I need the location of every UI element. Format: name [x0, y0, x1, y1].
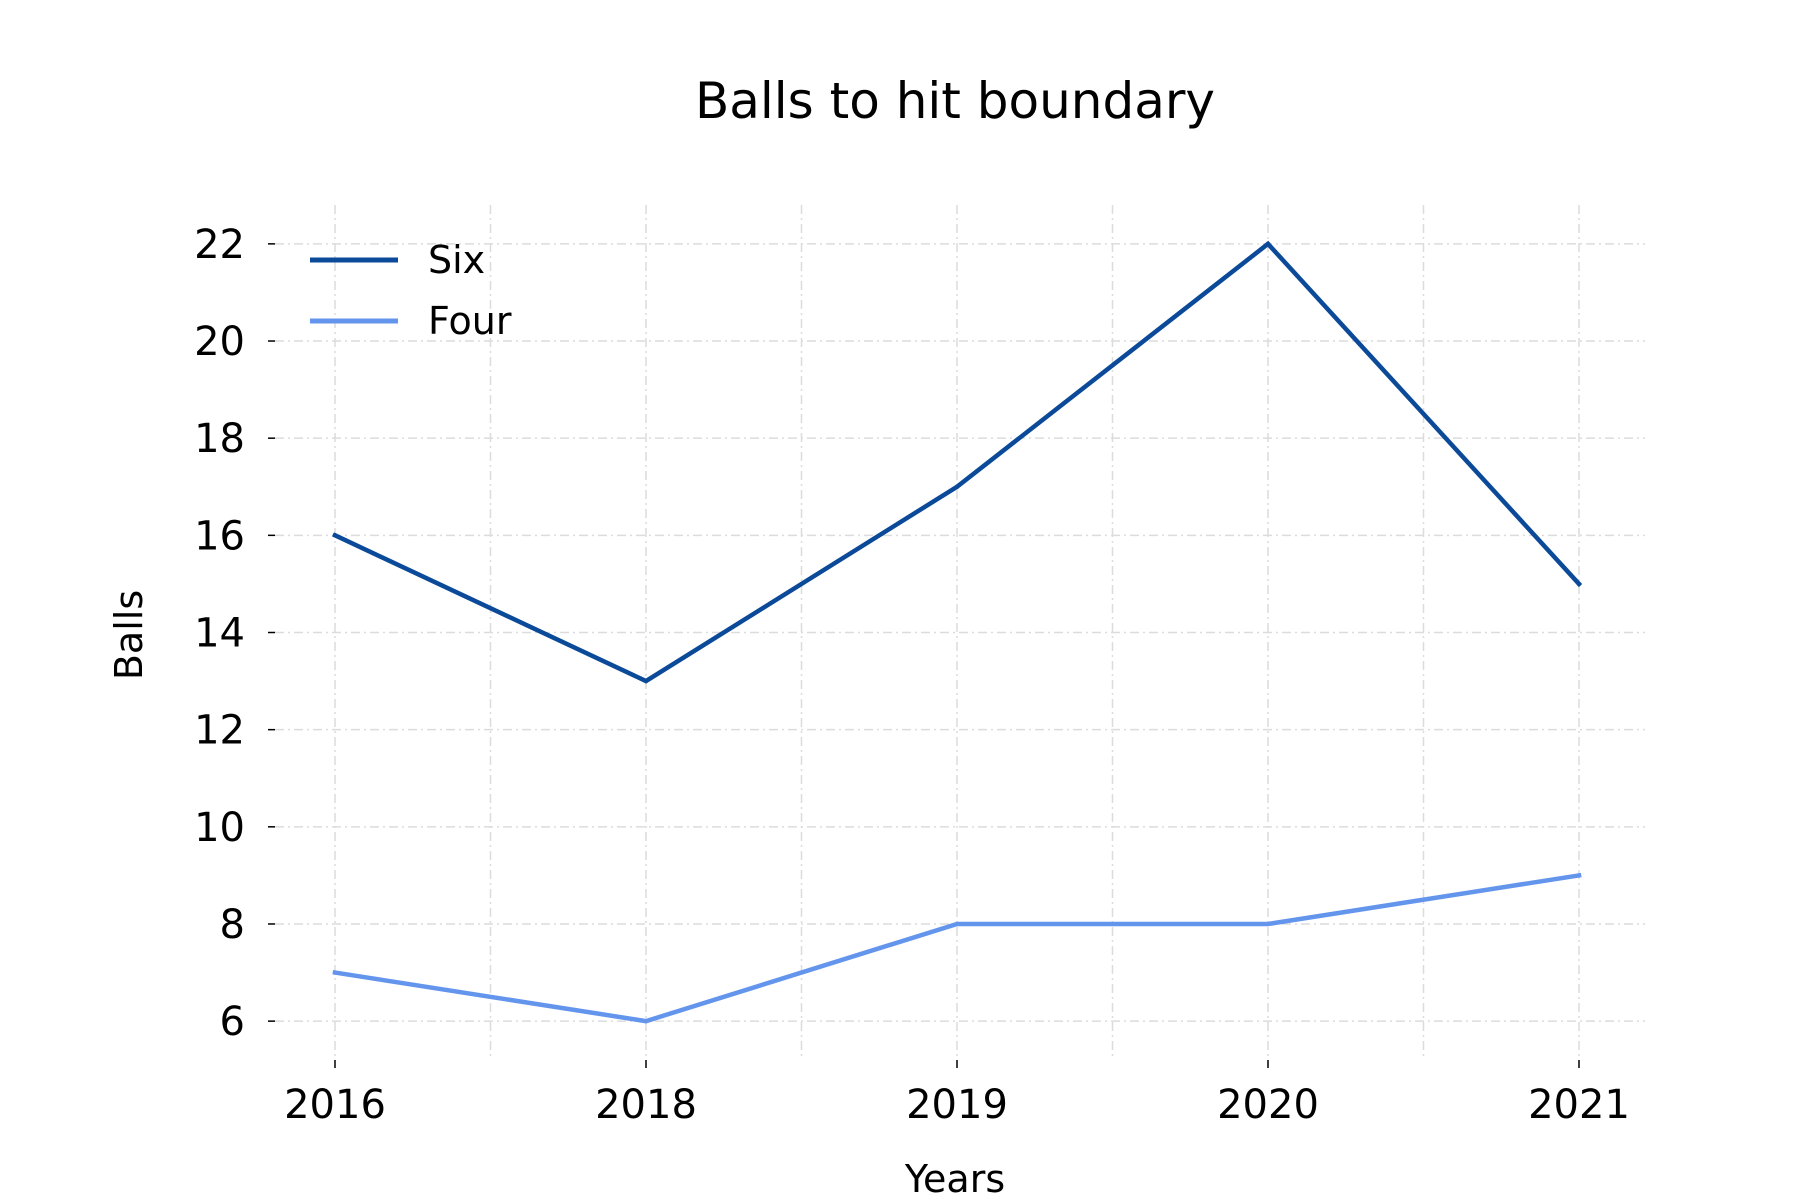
data-point-four [1576, 873, 1582, 878]
y-tick-label: 18 [194, 416, 245, 462]
x-tick-label: 2019 [906, 1082, 1008, 1128]
x-axis-label: Years [904, 1157, 1005, 1200]
series-lines [332, 240, 1583, 1024]
data-point-four [643, 1018, 649, 1024]
data-point-four [332, 970, 338, 975]
legend-label-six: Six [428, 238, 485, 282]
data-point-four [1265, 921, 1271, 927]
axis-ticks: 6 8 10 12 14 16 18 20 22 2016 2018 2019 2020 2021 [194, 222, 1630, 1128]
y-tick-label: 22 [194, 222, 245, 268]
y-tick-label: 10 [194, 805, 245, 851]
x-tick-label: 2018 [595, 1082, 697, 1128]
y-tick-label: 16 [194, 513, 245, 559]
x-tick-label: 2020 [1217, 1082, 1319, 1128]
grid [275, 205, 1645, 1060]
y-tick-label: 8 [220, 902, 245, 948]
chart-title: Balls to hit boundary [695, 72, 1215, 130]
data-point-six [332, 533, 338, 538]
data-point-four [954, 921, 960, 927]
x-tick-label: 2016 [284, 1082, 386, 1128]
y-tick-label: 20 [194, 319, 245, 365]
y-tick-label: 12 [194, 708, 245, 754]
y-axis-label: Balls [107, 590, 151, 680]
data-point-six [954, 484, 960, 489]
legend: Six Four [310, 238, 512, 343]
data-point-six [643, 678, 649, 684]
legend-label-four: Four [428, 299, 512, 343]
data-point-six [1576, 581, 1582, 587]
data-point-six [1265, 241, 1271, 247]
y-tick-label: 6 [220, 999, 245, 1045]
y-tick-label: 14 [194, 611, 245, 657]
x-tick-label: 2021 [1528, 1082, 1630, 1128]
